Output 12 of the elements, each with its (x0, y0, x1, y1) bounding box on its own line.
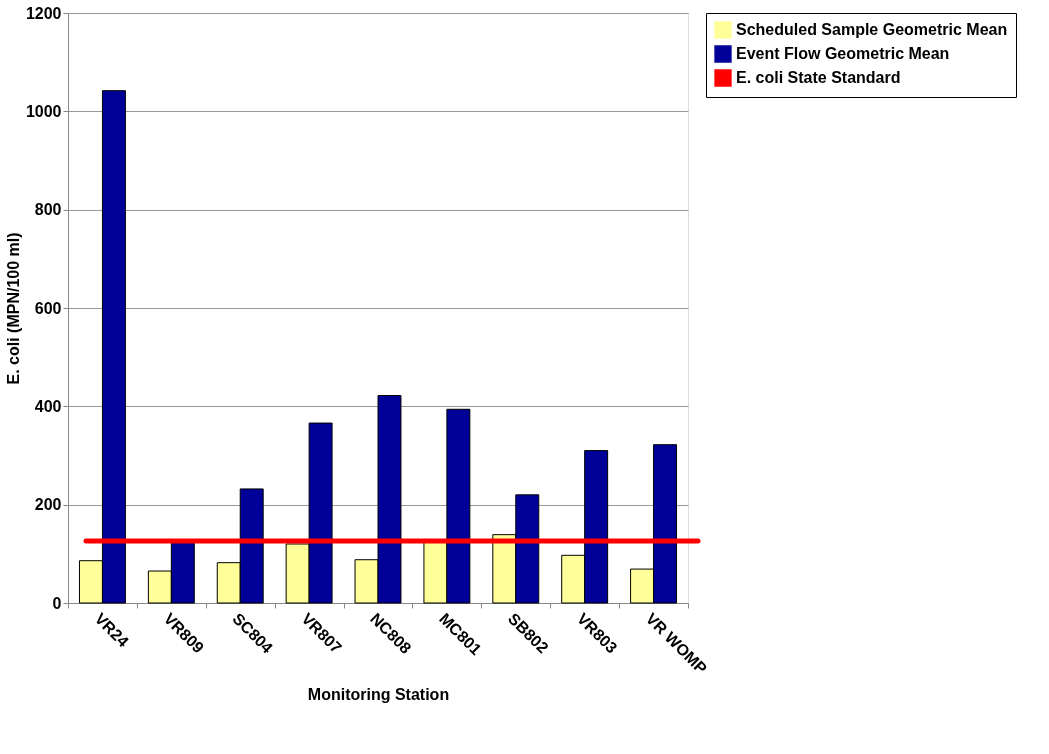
y-axis-title: E. coli (MPN/100 ml) (4, 232, 22, 385)
y-tick-label: 1200 (25, 4, 62, 22)
y-tick-label: 200 (34, 496, 62, 514)
x-axis-title: Monitoring Station (307, 686, 450, 704)
legend-label: E. coli State Standard (736, 69, 901, 86)
legend-label: Event Flow Geometric Mean (736, 45, 950, 62)
y-tick-label: 400 (34, 397, 62, 415)
y-tick-label: 800 (34, 201, 62, 219)
y-tick-label: 0 (52, 594, 62, 612)
y-tick-label: 600 (34, 299, 62, 317)
y-tick-label: 1000 (25, 102, 62, 120)
legend-label: Scheduled Sample Geometric Mean (736, 21, 1008, 38)
